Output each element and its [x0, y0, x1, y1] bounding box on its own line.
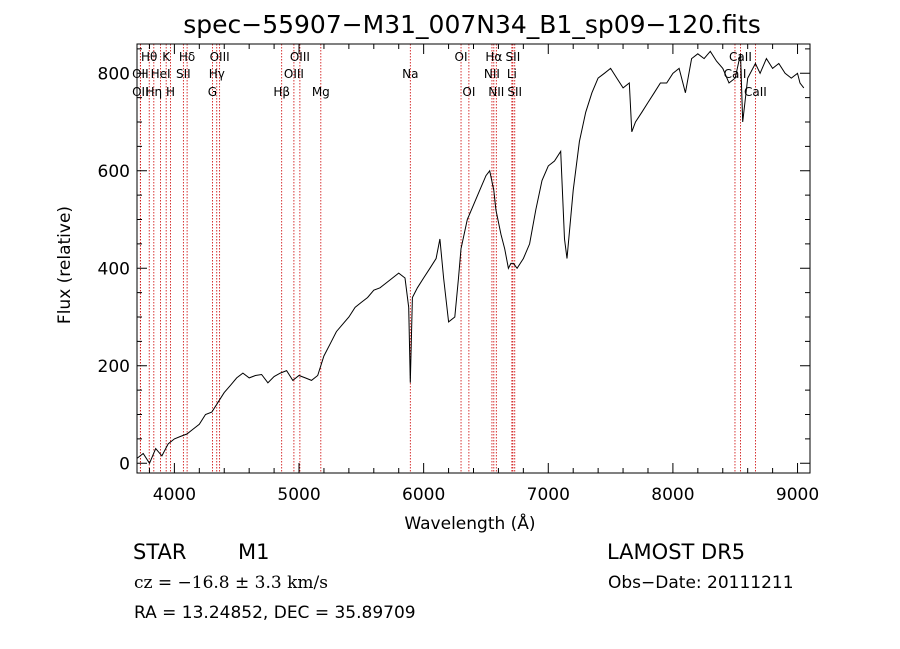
- line-marker-label: SII: [507, 85, 522, 99]
- line-marker-label: Hθ: [141, 50, 157, 64]
- observation-date: Obs−Date: 20111211: [608, 573, 794, 593]
- line-marker-label: K: [162, 50, 171, 64]
- line-marker-label: NII: [488, 85, 504, 99]
- plot-area-frame: [136, 43, 811, 474]
- x-tick-label: 8000: [651, 485, 694, 505]
- redshift-velocity: cz = −16.8 ± 3.3 km/s: [134, 573, 328, 593]
- coordinates: RA = 13.24852, DEC = 35.89709: [134, 603, 416, 623]
- line-marker-label: Hδ: [179, 50, 195, 64]
- line-marker-label: HeI: [151, 67, 171, 81]
- line-marker-label: OI: [462, 85, 475, 99]
- x-tick-label: 6000: [402, 485, 445, 505]
- survey-name: LAMOST DR5: [607, 540, 746, 564]
- line-marker-label: OII: [132, 67, 149, 81]
- x-tick-label: 5000: [277, 485, 320, 505]
- line-marker-label: SII: [176, 67, 191, 81]
- line-marker-label: Hγ: [209, 67, 225, 81]
- spectrum-series-line: [136, 50, 805, 465]
- chart-title: spec−55907−M31_007N34_B1_sp09−120.fits: [183, 10, 761, 39]
- line-marker-label: OIII: [284, 67, 304, 81]
- x-tick-label: 7000: [527, 485, 570, 505]
- line-marker-label: Hα: [485, 50, 502, 64]
- y-axis: 0 200 400 600 800: [98, 48, 810, 474]
- y-tick-label: 200: [98, 357, 130, 377]
- line-marker-label: H: [166, 85, 175, 99]
- emission-line-markers: [139, 44, 756, 473]
- line-marker-label: NII: [484, 67, 500, 81]
- line-marker-label: OII: [132, 85, 149, 99]
- line-marker-label: Li: [507, 67, 517, 81]
- x-axis: 4000 5000 6000 7000 8000 9000: [148, 44, 819, 505]
- y-tick-label: 0: [119, 454, 130, 474]
- line-marker-label: OIII: [210, 50, 230, 64]
- x-tick-label: 4000: [153, 485, 196, 505]
- emission-line-labels: Hθ OII K Hη H OII HeI Hδ SII OIII Hγ G Hβ OIII OIII Mg N…: [132, 50, 767, 99]
- line-marker-label: Na: [402, 67, 418, 81]
- line-marker-label: Hη: [146, 85, 163, 99]
- line-marker-label: Mg: [312, 85, 330, 99]
- line-marker-label: Hβ: [273, 85, 290, 99]
- y-tick-label: 600: [98, 162, 130, 182]
- x-axis-label: Wavelength (Å): [404, 512, 535, 534]
- y-tick-label: 800: [98, 64, 130, 84]
- line-marker-label: SII: [506, 50, 521, 64]
- line-marker-label: CaII: [744, 85, 767, 99]
- line-marker-label: OIII: [290, 50, 310, 64]
- y-axis-label: Flux (relative): [55, 206, 75, 324]
- y-tick-label: 400: [98, 259, 130, 279]
- object-class: STAR: [133, 540, 187, 564]
- x-tick-label: 9000: [776, 485, 819, 505]
- line-marker-label: G: [208, 85, 217, 99]
- line-marker-label: OI: [455, 50, 468, 64]
- object-subclass: M1: [238, 540, 270, 564]
